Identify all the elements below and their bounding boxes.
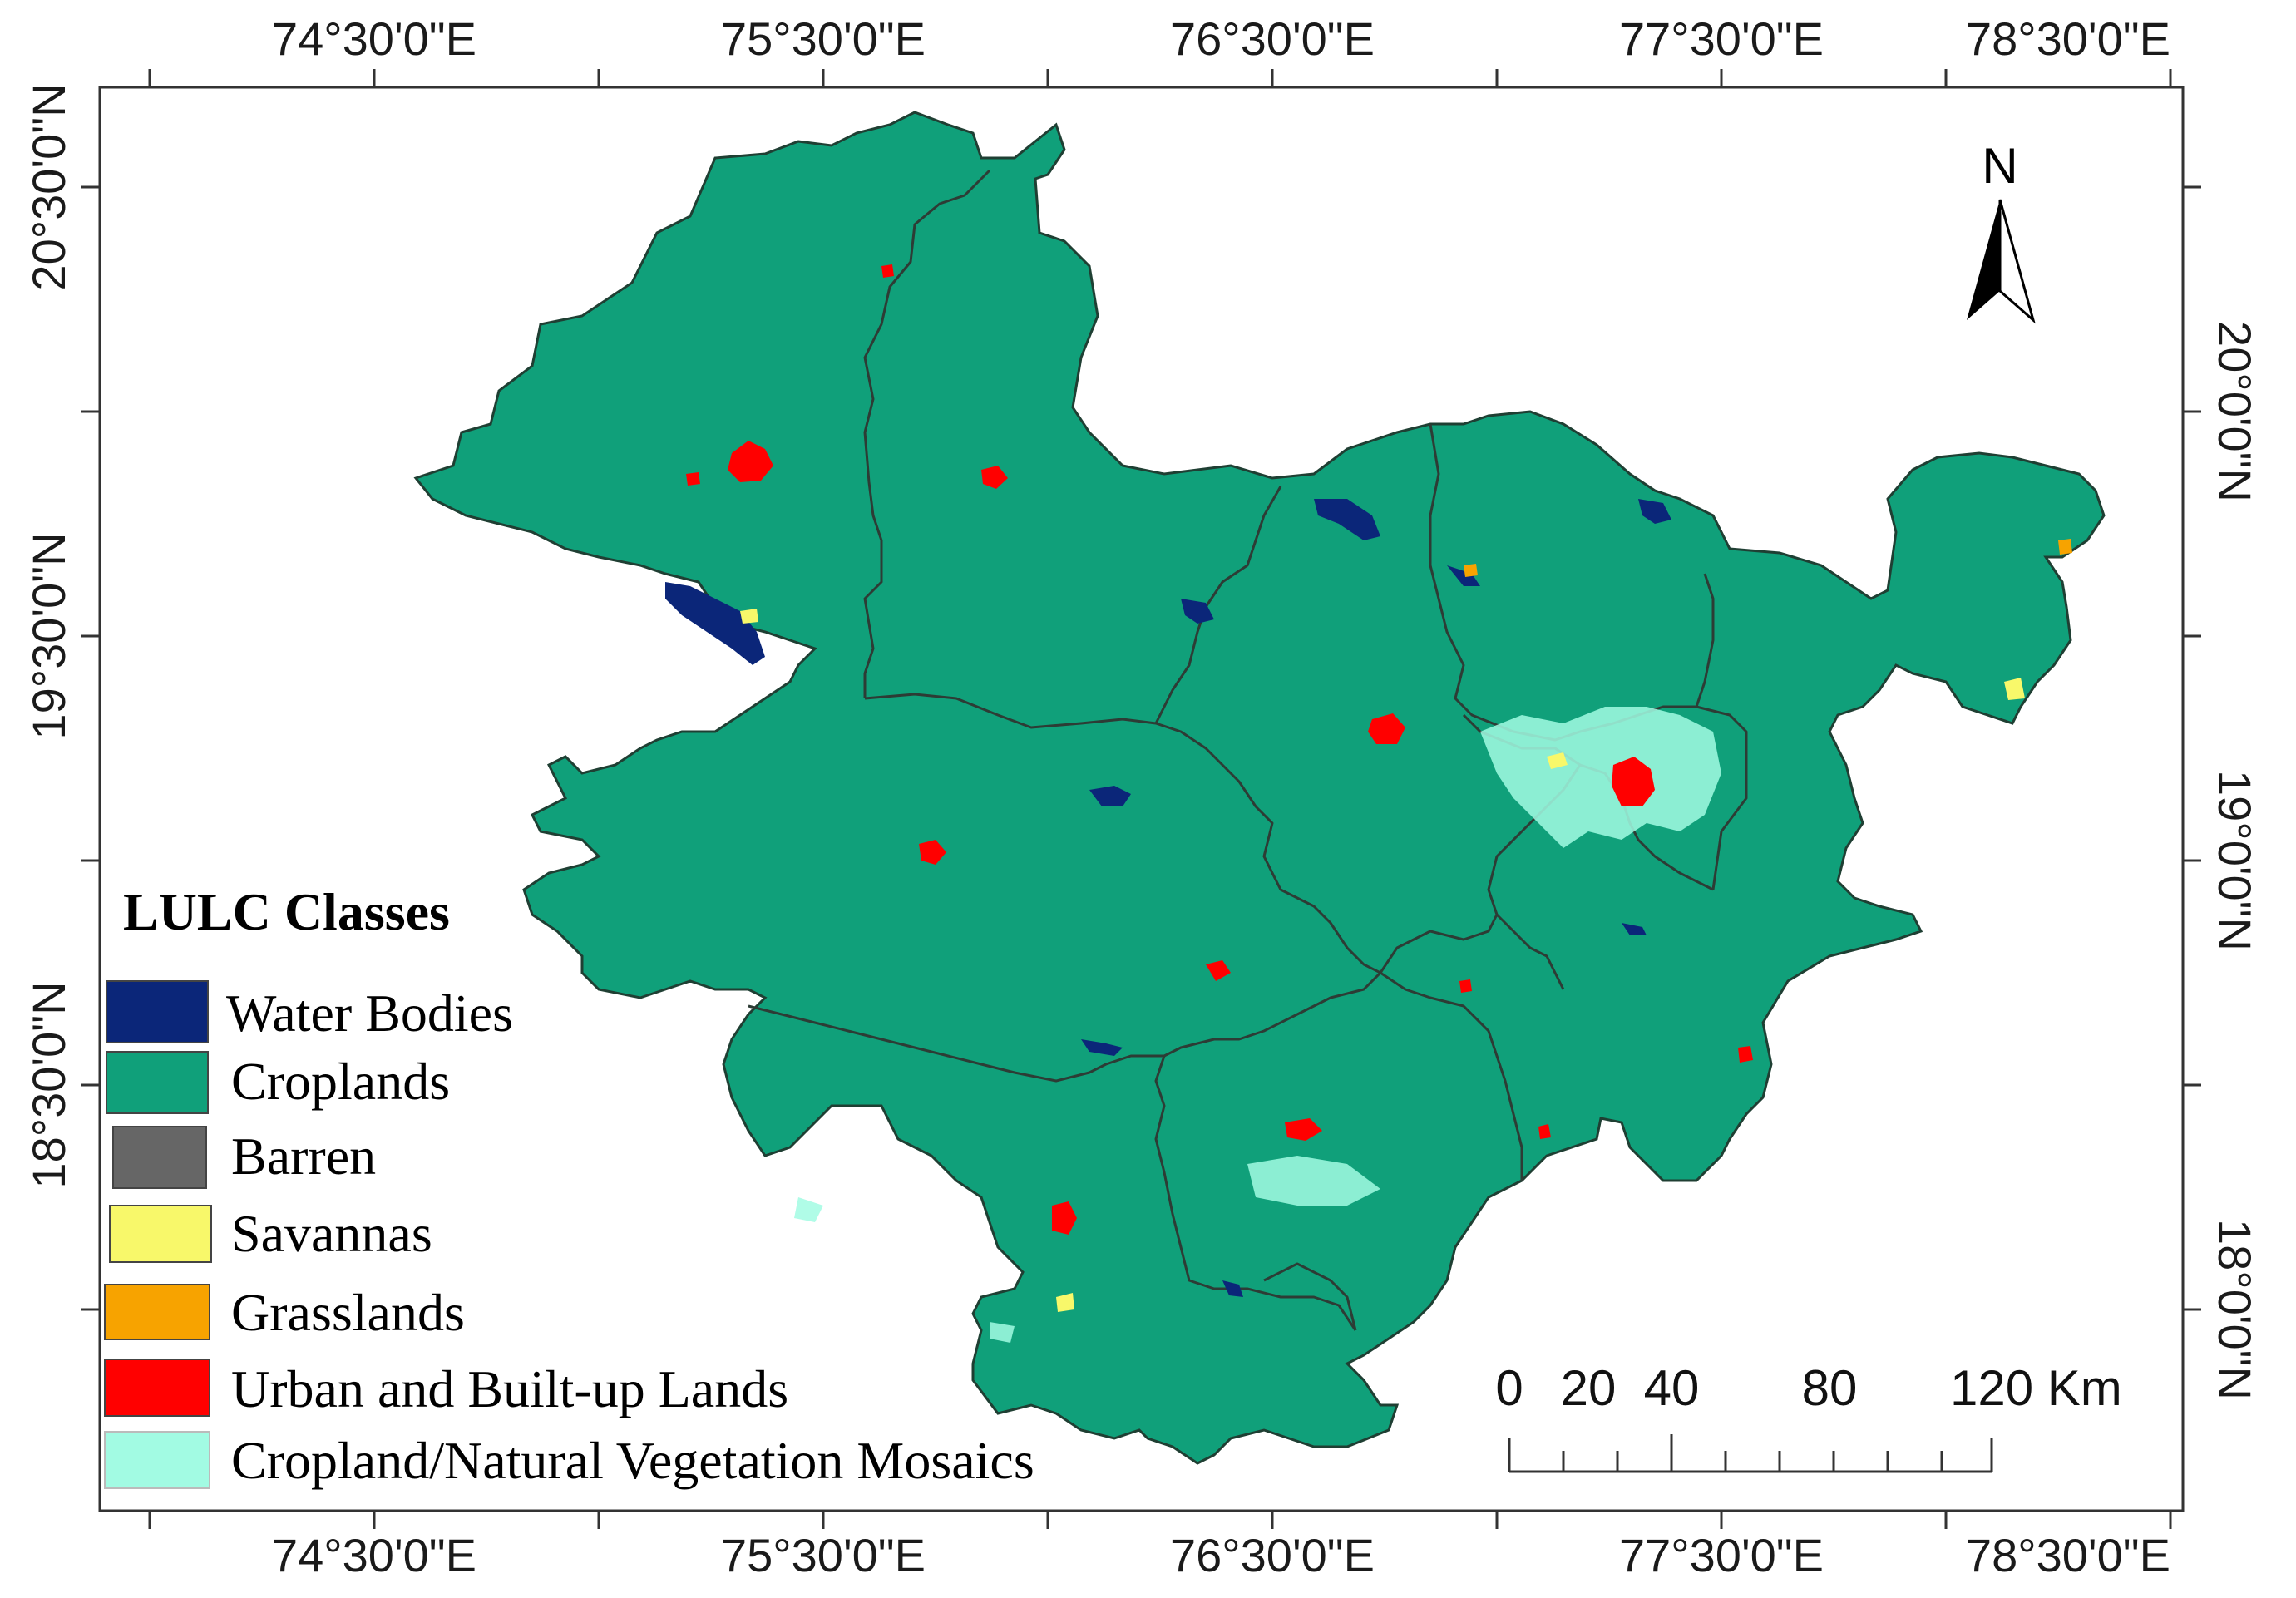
bottom-lon-label: 77°30'0"E xyxy=(1619,1529,1824,1581)
scale-bar: 0 20 40 80 120 Km xyxy=(1495,1360,2122,1473)
longitude-ticks xyxy=(148,69,2172,1529)
scale-label: 120 Km xyxy=(1950,1360,2122,1416)
top-lon-label: 77°30'0"E xyxy=(1619,12,1824,65)
right-lat-label: 18°0'0"N xyxy=(2209,1219,2261,1400)
legend: LULC Classes Water Bodies Croplands Barr… xyxy=(104,882,1034,1490)
legend-swatch-savannas xyxy=(109,1205,212,1263)
legend-swatch-croplands xyxy=(106,1051,209,1114)
left-lat-label: 19°30'0"N xyxy=(22,532,75,739)
north-arrow: N xyxy=(1967,138,2036,324)
left-lat-label: 20°30'0"N xyxy=(22,83,75,290)
legend-swatch-mosaics xyxy=(104,1431,210,1489)
legend-label-mosaics: Cropland/Natural Vegetation Mosaics xyxy=(231,1431,1034,1490)
water-bodies xyxy=(665,499,1671,1297)
top-lon-label: 74°30'0"E xyxy=(272,12,476,65)
top-lon-label: 75°30'0"E xyxy=(721,12,926,65)
vegetation-mosaics xyxy=(794,707,1721,1343)
legend-swatch-water-bodies xyxy=(106,980,209,1043)
scale-label: 0 xyxy=(1495,1360,1523,1416)
study-region xyxy=(413,111,2106,1465)
bottom-lon-label: 76°30'0"E xyxy=(1170,1529,1375,1581)
grasslands xyxy=(1464,539,2072,577)
district-boundaries xyxy=(748,169,1748,1331)
legend-label-croplands: Croplands xyxy=(231,1052,450,1111)
right-lat-label: 20°0'0"N xyxy=(2209,321,2261,502)
right-lat-label: 19°0'0"N xyxy=(2209,770,2261,951)
scale-label: 80 xyxy=(1802,1360,1858,1416)
legend-swatch-grasslands xyxy=(104,1284,210,1340)
legend-label-savannas: Savannas xyxy=(231,1204,432,1263)
legend-title: LULC Classes xyxy=(123,882,450,941)
scale-label: 40 xyxy=(1644,1360,1700,1416)
bottom-lon-label: 74°30'0"E xyxy=(272,1529,476,1581)
urban-areas xyxy=(686,264,1753,1235)
latitude-ticks xyxy=(81,185,2201,1311)
legend-label-urban: Urban and Built-up Lands xyxy=(231,1359,788,1418)
bottom-lon-label: 78°30'0"E xyxy=(1966,1529,2170,1581)
bottom-lon-label: 75°30'0"E xyxy=(721,1529,926,1581)
top-lon-label: 78°30'0"E xyxy=(1966,12,2170,65)
legend-swatch-barren xyxy=(112,1126,207,1189)
legend-swatch-urban xyxy=(104,1359,210,1417)
savannas xyxy=(740,609,2025,1312)
legend-label-grasslands: Grasslands xyxy=(231,1283,465,1342)
top-lon-label: 76°30'0"E xyxy=(1170,12,1375,65)
scale-label: 20 xyxy=(1561,1360,1617,1416)
legend-label-barren: Barren xyxy=(231,1127,376,1186)
legend-label-water-bodies: Water Bodies xyxy=(226,984,513,1043)
left-lat-label: 18°30'0"N xyxy=(22,981,75,1188)
north-arrow-label: N xyxy=(1982,138,2017,194)
